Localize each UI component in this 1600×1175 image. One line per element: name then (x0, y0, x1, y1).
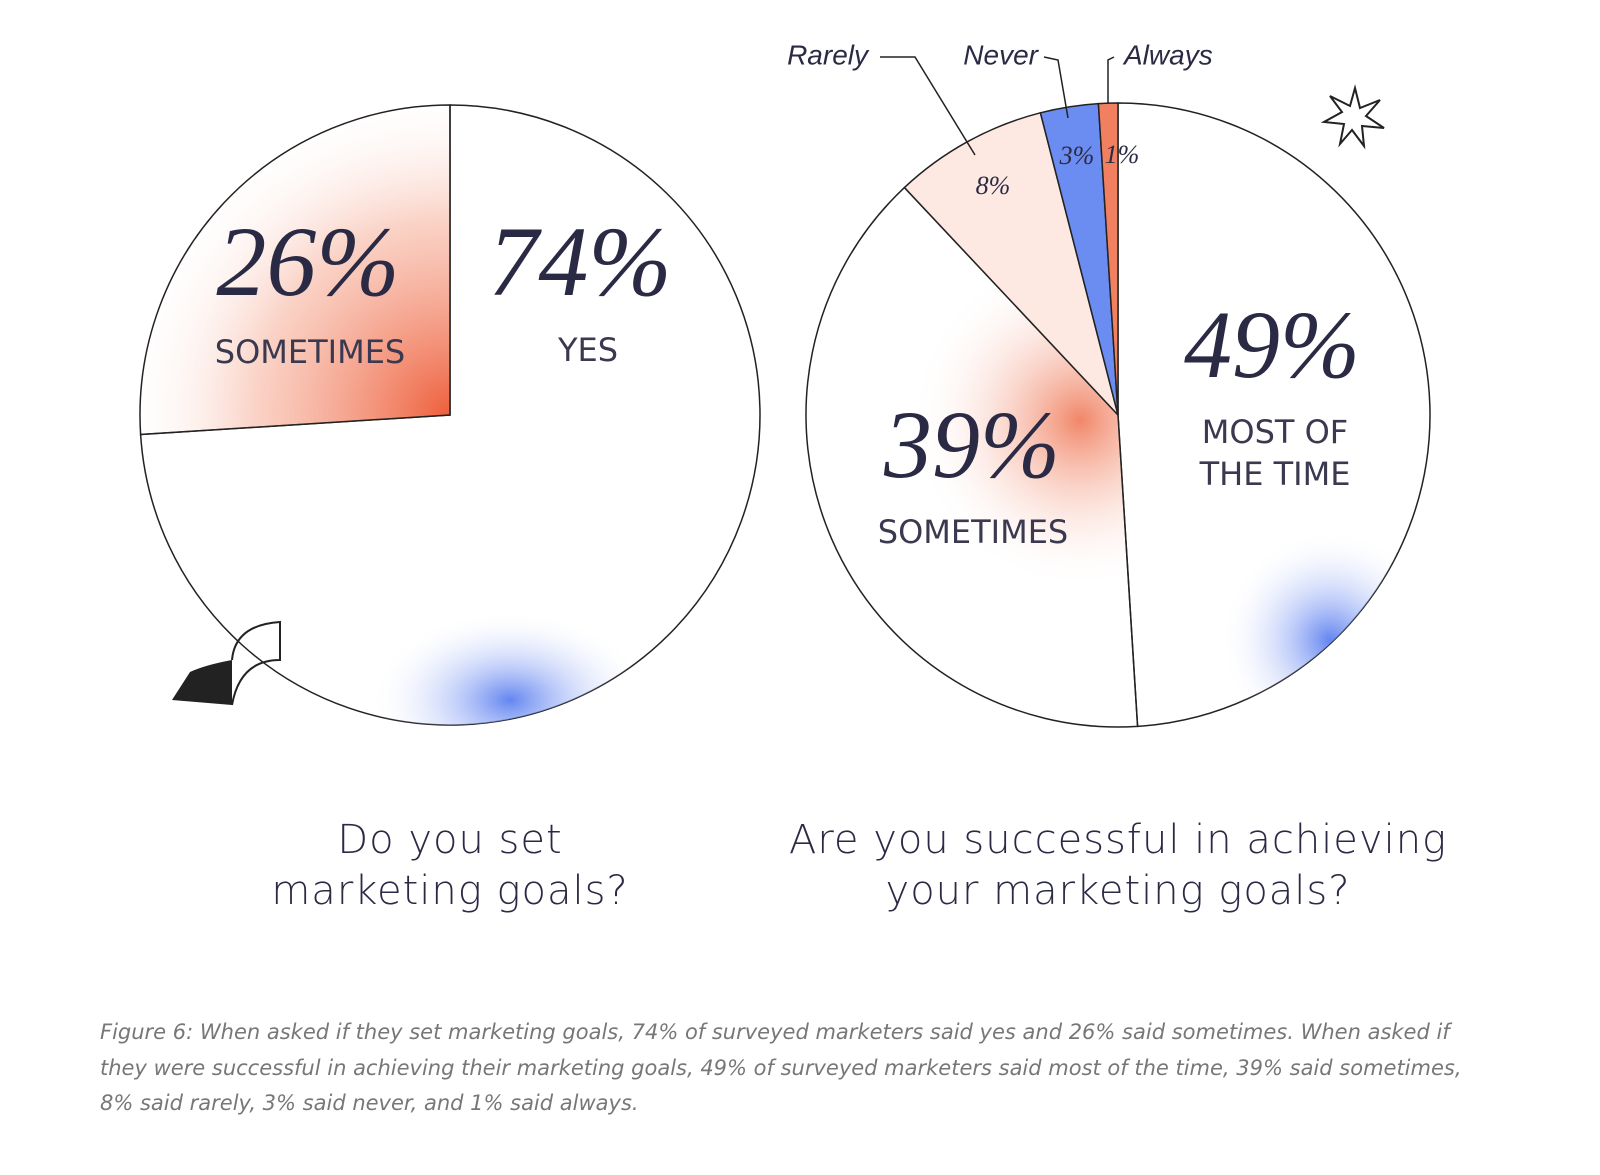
category-label: Never (963, 39, 1039, 70)
category-label: YES (557, 331, 619, 369)
chart-title-box: Are you successful in achieving your mar… (788, 817, 1448, 915)
value-label: 8% (976, 171, 1011, 200)
pie-slice (139, 104, 451, 436)
value-label: 49% (1184, 291, 1360, 398)
category-label: SOMETIMES (877, 513, 1069, 551)
charts: 74% YES 26% SOMETIMES Do you set marketing g… (139, 39, 1448, 915)
category-label: SOMETIMES (214, 333, 406, 371)
value-label: 74% (488, 206, 671, 317)
category-label-box: SOMETIMES (877, 513, 1069, 551)
caption: Figure 6: When asked if they set marketi… (100, 1020, 1462, 1116)
value-label: 39% (883, 391, 1060, 498)
leader-line (880, 56, 976, 156)
value-label: 1% (1105, 140, 1140, 169)
leader-line (1107, 56, 1115, 104)
pie-slice (903, 111, 1119, 416)
leader-line (1043, 56, 1069, 119)
pie-slice (805, 186, 1139, 728)
chart-title: Are you successful in achieving your mar… (788, 817, 1448, 915)
caption-box: Figure 6: When asked if they set marketi… (100, 1020, 1462, 1116)
category-label: MOST OF THE TIME (1199, 413, 1351, 493)
category-label: Rarely (787, 39, 870, 70)
value-label: 26% (216, 206, 399, 317)
chart-title: Do you set marketing goals? (271, 817, 629, 915)
category-label-box: SOMETIMES (214, 333, 406, 371)
value-label: 3% (1059, 141, 1095, 170)
category-label: Always (1122, 39, 1213, 70)
category-label-box: MOST OF THE TIME (1199, 413, 1351, 493)
chart-title-box: Do you set marketing goals? (271, 817, 629, 915)
category-label-box: YES (557, 331, 619, 369)
